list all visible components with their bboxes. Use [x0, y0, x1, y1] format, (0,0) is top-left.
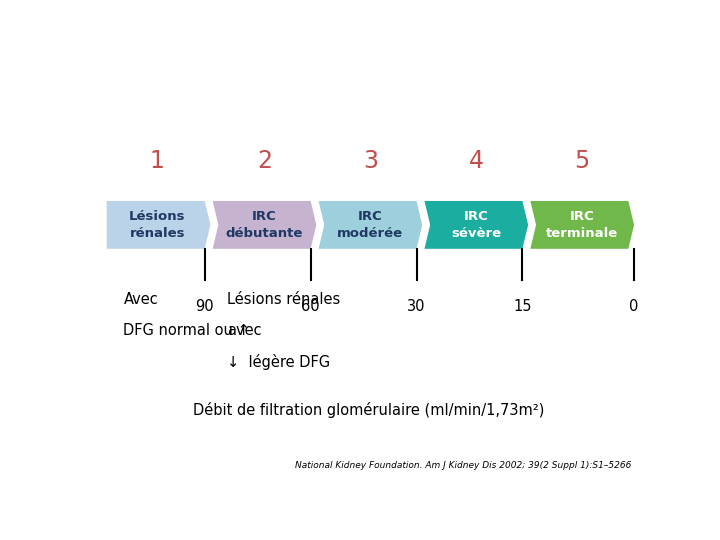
Text: National Kidney Foundation. Am J Kidney Dis 2002; 39(2 Suppl 1):S1–5266: National Kidney Foundation. Am J Kidney …: [295, 461, 631, 470]
Text: 1: 1: [150, 150, 165, 173]
Text: 0: 0: [629, 299, 639, 314]
Polygon shape: [425, 201, 528, 249]
Text: Débit de filtration glomérulaire (ml/min/1,73m²): Débit de filtration glomérulaire (ml/min…: [193, 402, 545, 418]
Polygon shape: [318, 201, 422, 249]
Text: 90: 90: [195, 299, 214, 314]
Text: 30: 30: [408, 299, 426, 314]
Text: 3: 3: [363, 150, 378, 173]
Text: 2: 2: [257, 150, 272, 173]
Polygon shape: [107, 201, 210, 249]
Text: IRC
modérée: IRC modérée: [338, 210, 403, 240]
Text: ↓  légère DFG: ↓ légère DFG: [227, 354, 330, 370]
Text: Avec: Avec: [124, 292, 158, 307]
Text: IRC
débutante: IRC débutante: [226, 210, 303, 240]
Text: 60: 60: [301, 299, 320, 314]
Polygon shape: [212, 201, 316, 249]
Text: 4: 4: [469, 150, 484, 173]
Text: DFG normal ou ↑: DFG normal ou ↑: [124, 323, 251, 339]
Text: IRC
sévère: IRC sévère: [451, 210, 501, 240]
Text: Lésions
rénales: Lésions rénales: [129, 210, 186, 240]
Text: 15: 15: [513, 299, 531, 314]
Text: IRC
terminale: IRC terminale: [546, 210, 618, 240]
Text: 5: 5: [575, 150, 590, 173]
Text: avec: avec: [227, 323, 261, 339]
Text: Lésions rénales: Lésions rénales: [227, 292, 340, 307]
Polygon shape: [531, 201, 634, 249]
